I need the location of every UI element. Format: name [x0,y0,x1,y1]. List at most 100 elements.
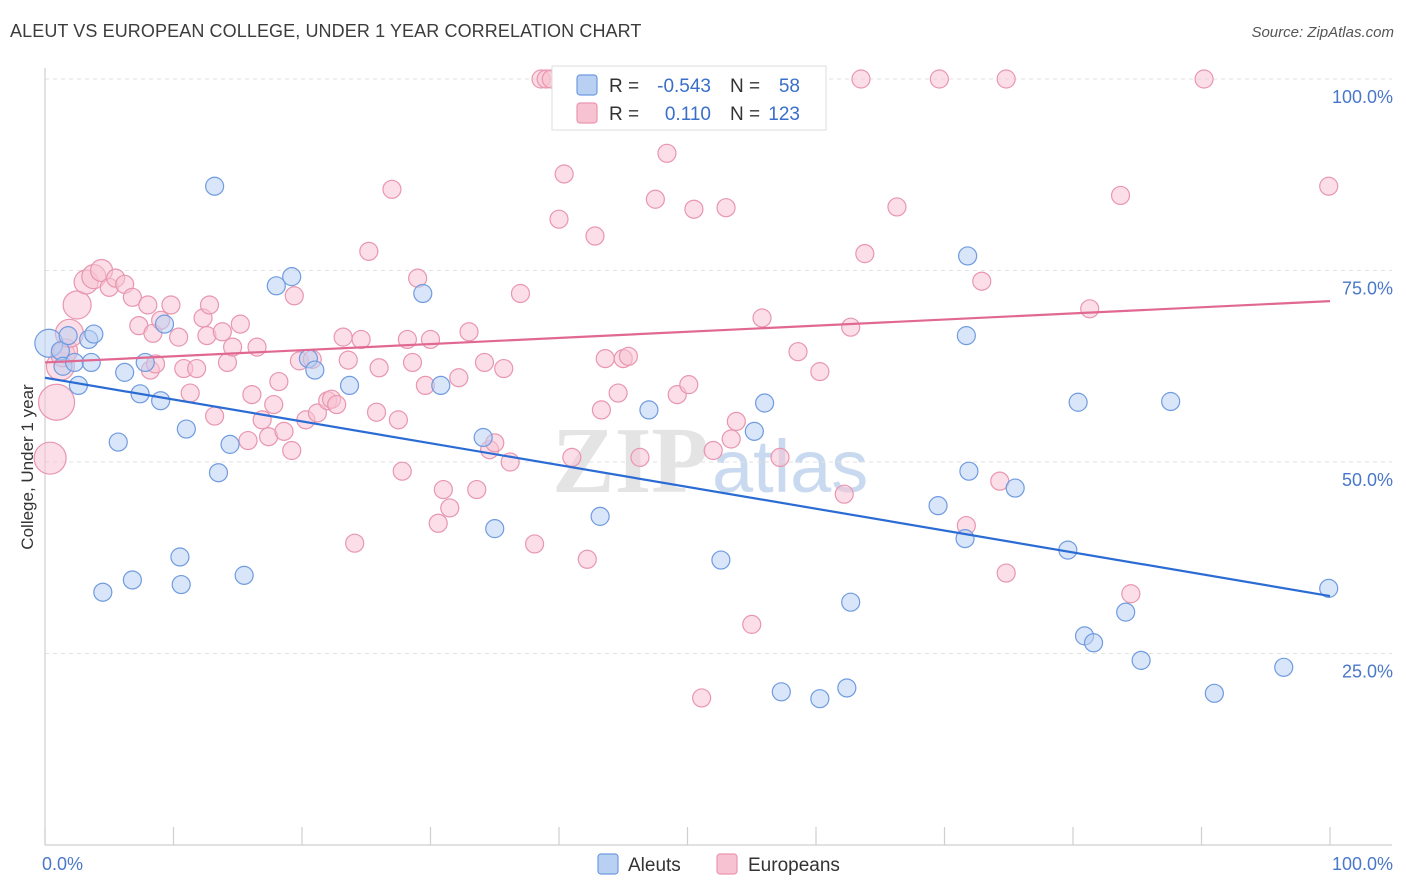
europeans-point [169,327,189,347]
europeans-point [161,295,181,315]
y-tick-label-25: 25.0% [1342,662,1393,682]
europeans-point [996,563,1016,583]
stats-legend-box [551,65,827,131]
aleuts-point [1131,650,1151,670]
europeans-point [716,198,736,218]
aleuts-point [282,267,302,287]
europeans-n-label: N = [730,104,760,125]
europeans-r-value: 0.110 [665,104,711,125]
europeans-point [770,447,790,468]
trend-lines [44,300,1331,598]
europeans-point [1121,584,1141,604]
europeans-r-label: R = [609,104,639,125]
europeans-point [274,421,294,441]
europeans-point [630,447,650,468]
europeans-points [33,69,1339,708]
europeans-point [282,440,302,461]
europeans-point [841,317,861,337]
aleuts-series-swatch [597,853,619,875]
europeans-point [223,337,243,357]
europeans-point [369,358,389,378]
europeans-point [1319,176,1339,196]
europeans-point [742,614,762,634]
tick-labels: 25.0% 50.0% 75.0% 100.0% 0.0% 100.0% [42,87,1393,874]
europeans-point [366,402,387,422]
europeans-point [608,383,628,403]
europeans-point [929,69,949,89]
europeans-point [703,440,723,461]
aleuts-point [93,582,113,602]
europeans-series-label: Europeans [748,855,840,876]
aleuts-n-value: 58 [779,76,800,97]
europeans-point [392,461,412,481]
europeans-point [327,394,347,415]
europeans-point [996,69,1016,89]
europeans-point [721,429,741,449]
europeans-point [494,358,514,379]
aleuts-r-label: R = [609,76,639,97]
europeans-point [562,447,582,468]
aleuts-point [115,362,135,382]
aleuts-point [711,550,731,570]
aleuts-point [84,324,104,344]
europeans-point [37,383,76,421]
europeans-point [692,688,712,708]
europeans-point [645,189,665,209]
europeans-point [338,350,358,370]
aleuts-point [485,519,505,539]
europeans-point [199,295,220,315]
europeans-point [230,314,250,334]
aleuts-point [590,506,610,526]
europeans-point [726,411,746,432]
europeans-point [851,69,871,89]
aleuts-point [810,689,830,709]
y-tick-label-50: 50.0% [1342,470,1393,490]
europeans-point [834,484,854,504]
europeans-point [212,322,232,342]
europeans-point [269,371,289,392]
europeans-point [585,226,605,246]
europeans-point [138,295,158,315]
europeans-point [440,498,460,518]
chart-title: ALEUT VS EUROPEAN COLLEGE, UNDER 1 YEAR … [10,21,642,41]
aleuts-point [473,427,493,448]
aleuts-point [220,434,240,454]
europeans-point [752,308,772,328]
europeans-point [591,400,612,420]
europeans-point [510,283,531,304]
aleuts-point [431,375,451,395]
europeans-point [1080,299,1100,319]
y-tick-label-100: 100.0% [1332,87,1393,107]
europeans-point [1110,185,1131,206]
aleuts-point [154,314,175,334]
aleuts-series-label: Aleuts [628,855,681,876]
europeans-point [887,197,907,217]
watermark: ZIP atlas [552,409,868,513]
x-tick-label-100: 100.0% [1332,854,1393,874]
europeans-point [402,352,423,373]
aleuts-point [1116,602,1136,622]
aleuts-point [339,375,360,395]
aleuts-point [744,421,764,441]
europeans-point [855,244,875,264]
aleuts-point [234,565,254,585]
aleuts-point [135,352,155,373]
aleuts-trend-line [44,376,1331,598]
europeans-point [33,441,67,475]
europeans-point [242,384,262,405]
aleuts-point [151,391,171,411]
aleuts-point [754,393,775,413]
europeans-point [684,199,704,219]
europeans-point [524,534,545,554]
europeans-point [264,394,284,415]
europeans-point [420,329,441,350]
aleuts-point [58,326,78,346]
europeans-point [428,513,448,533]
europeans-point [187,358,207,379]
aleuts-point [122,570,142,590]
aleuts-point [1005,478,1025,498]
europeans-point [972,271,992,291]
source-label: Source: ZipAtlas.com [1251,24,1394,41]
europeans-point [595,348,615,369]
